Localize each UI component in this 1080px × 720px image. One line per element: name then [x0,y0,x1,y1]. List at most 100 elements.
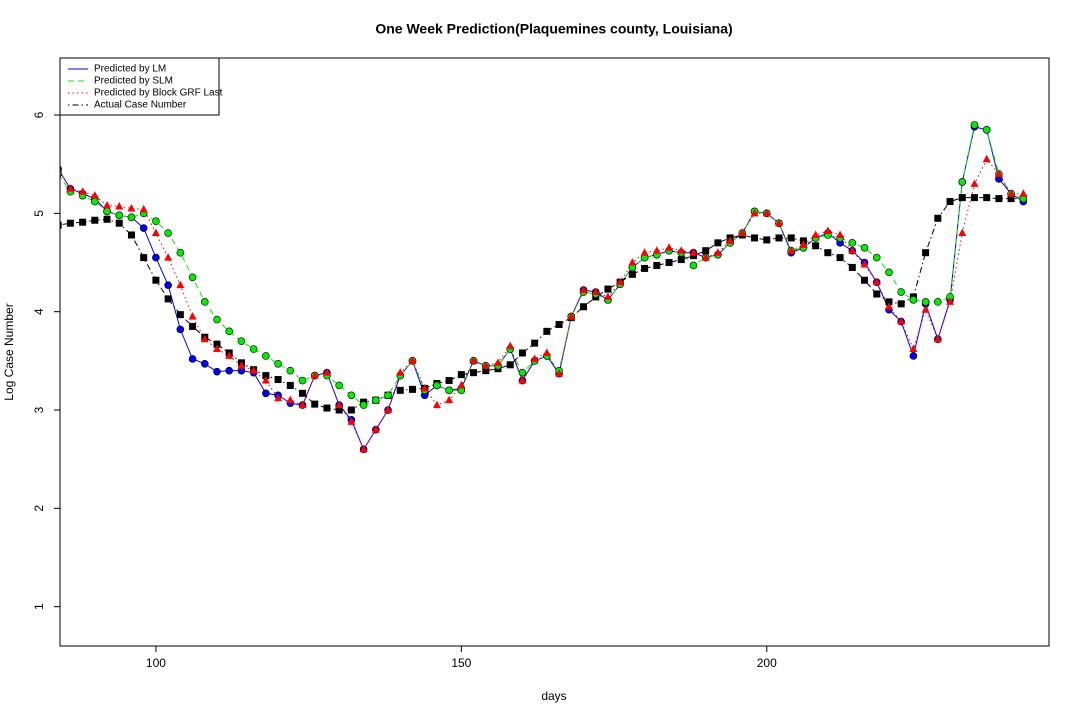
point [408,356,417,364]
point [139,224,148,232]
x-tick-label: 100 [146,656,166,670]
x-tick-label: 150 [451,656,471,670]
point [200,334,209,343]
y-tick-label: 2 [32,505,46,512]
point [396,386,404,394]
point [824,249,832,257]
point [176,311,184,319]
point [958,194,966,202]
y-tick-label: 6 [32,111,46,118]
point [555,369,564,377]
point [262,389,270,398]
chart-title: One Week Prediction(Plaquemines county, … [375,21,732,37]
point [922,249,930,257]
point [750,208,759,217]
point [213,340,221,348]
point [481,361,490,369]
point [371,425,380,433]
x-tick-label: 200 [757,656,777,670]
point [897,317,906,325]
point [384,405,393,414]
point [774,218,783,227]
point [176,280,185,289]
point [457,371,465,379]
point [713,248,722,256]
point [347,417,356,425]
point [164,295,172,303]
legend-label: Predicted by Block GRF Last [94,88,223,99]
point [322,368,331,376]
point [262,352,270,360]
y-tick-label: 3 [32,406,46,413]
point [970,121,979,129]
point [1007,195,1015,203]
point [872,277,881,286]
point [103,200,112,209]
point [237,361,246,369]
point [982,125,991,134]
point [860,243,869,252]
plot-frame [59,57,1050,647]
point [188,273,197,282]
point [665,259,673,267]
point [836,254,844,262]
point [91,197,99,206]
point [225,366,234,375]
point [140,254,148,262]
point [103,215,111,223]
point [225,327,234,336]
point [958,228,967,237]
point [848,263,856,271]
point [580,303,588,311]
point [958,178,967,186]
point [628,270,636,278]
point [91,216,99,224]
point [677,256,685,264]
point [90,191,99,199]
point [66,184,75,192]
point [641,264,649,272]
point [445,377,453,385]
point [176,248,185,257]
point [127,231,135,239]
point [151,228,160,237]
point [286,395,295,404]
point [237,337,246,345]
point [799,240,808,248]
point [653,261,661,269]
point [249,366,258,374]
point [812,242,820,250]
point [115,201,124,210]
point [921,305,930,313]
point [787,234,795,242]
y-axis-label: Log Case Number [2,303,16,400]
point [249,345,258,353]
point [873,290,881,298]
point [701,253,710,261]
plot-area [60,121,1028,454]
point [982,154,991,163]
point [115,211,124,220]
point [299,389,307,397]
point [372,396,380,404]
point [482,367,490,375]
point [408,385,416,393]
point [152,276,160,284]
point [640,248,649,256]
point [298,376,307,385]
point [274,393,283,402]
point [213,315,221,324]
legend-label: Predicted by SLM [94,76,173,87]
point [1007,189,1016,197]
point [384,391,392,400]
point [567,312,576,320]
point [152,253,160,262]
point [323,404,331,412]
point [311,400,319,408]
point [909,352,918,360]
point [127,213,136,222]
y-tick-label: 1 [32,603,46,610]
point [335,406,343,414]
point [457,380,466,389]
point [506,361,514,369]
